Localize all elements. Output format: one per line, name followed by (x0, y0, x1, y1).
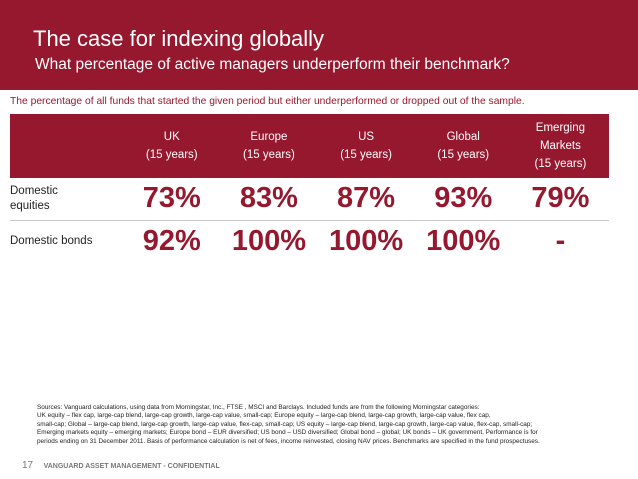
column-header-line: (15 years) (437, 149, 490, 161)
column-header-line: (15 years) (145, 149, 198, 161)
value-cell: 87% (317, 178, 415, 221)
sources-line: UK equity – flex cap, large-cap blend, l… (37, 412, 491, 420)
page-number: 17 (22, 460, 34, 471)
value-cell: 79% (511, 178, 609, 221)
column-header-global: Global (15 years) (414, 114, 512, 178)
value-cell: 83% (220, 178, 318, 221)
table-note: The percentage of all funds that started… (10, 96, 525, 107)
column-header-line: (15 years) (340, 149, 392, 161)
sources-line: Emerging markets equity – emerging marke… (37, 429, 538, 437)
column-header-line: (15 years) (243, 149, 295, 161)
value-cell: - (555, 224, 566, 257)
value-cell: 92% (142, 224, 201, 257)
title-banner: The case for indexing globally What perc… (0, 0, 638, 90)
underperformance-table: UK (15 years) Europe (15 years) US (15 y… (10, 114, 609, 262)
row-label-domestic-equities: Domestic equities (10, 178, 124, 221)
column-header-line: Emerging (535, 122, 586, 134)
column-header-line: Global (446, 131, 480, 143)
column-header-line: US (358, 131, 375, 143)
sources-line: periods ending on 31 December 2011. Basi… (37, 437, 540, 445)
column-header-line: Europe (250, 131, 288, 143)
row-label-line: equities (10, 199, 50, 212)
value-cell: 73% (123, 178, 221, 221)
column-header-europe: Europe (15 years) (220, 114, 318, 178)
column-header-line: UK (163, 131, 180, 143)
table-header-row: UK (15 years) Europe (15 years) US (15 y… (10, 114, 609, 178)
row-label-line: Domestic bonds (10, 234, 93, 247)
table-corner-cell (10, 114, 124, 178)
value-cell: 93% (414, 178, 512, 221)
row-label-line: Domestic (10, 184, 58, 197)
column-header-us: US (15 years) (317, 114, 415, 178)
sources-footnote: Sources: Vanguard calculations, using da… (37, 404, 622, 446)
confidentiality-label: VANGUARD ASSET MANAGEMENT - CONFIDENTIAL (43, 463, 220, 470)
table-row-domestic-equities: Domestic equities 73% 83% 87% 93% 79% (10, 178, 609, 221)
sources-line: Sources: Vanguard calculations, using da… (37, 404, 480, 411)
table-row-domestic-bonds: Domestic bonds 92% 100% 100% 100% - (10, 220, 609, 262)
slide-footer: 17 VANGUARD ASSET MANAGEMENT - CONFIDENT… (22, 455, 220, 473)
slide-title: The case for indexing globally (33, 26, 325, 51)
value-cell: 100% (328, 224, 404, 257)
slide-subtitle: What percentage of active managers under… (35, 56, 510, 73)
sources-line: small-cap; Global – large-cap blend, lar… (37, 420, 533, 428)
column-header-uk: UK (15 years) (123, 114, 221, 178)
row-label-domestic-bonds: Domestic bonds (10, 220, 123, 262)
column-header-line: (15 years) (534, 158, 587, 170)
column-header-line: Markets (539, 140, 581, 152)
value-cell: 100% (426, 224, 501, 257)
column-header-emerging-markets: Emerging Markets (15 years) (511, 114, 609, 178)
value-cell: 100% (231, 224, 306, 257)
